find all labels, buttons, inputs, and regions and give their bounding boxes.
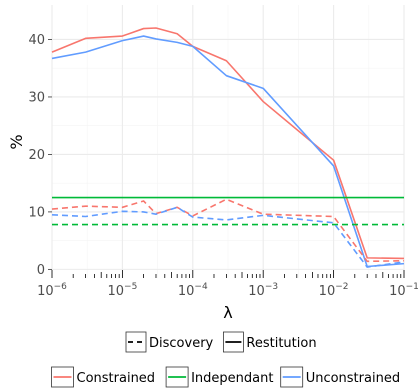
legend-item-constrained: Constrained [51,366,156,388]
legend-label: Unconstrained [306,371,400,386]
y-tick-label: 10 [28,205,45,220]
x-axis-title: λ [223,303,232,322]
grid-minor [52,5,404,278]
grid-major [51,5,405,278]
series-group [51,27,405,268]
x-tick-label: 10−4 [178,282,208,299]
x-tick-label: 10−6 [37,282,67,299]
y-tick-label: 0 [37,263,45,278]
series-line-unconstrained-restitution [51,35,405,268]
y-axis-title: % [7,134,26,149]
legend-linetype: Discovery Restitution [125,331,317,353]
legend-item-unconstrained: Unconstrained [280,366,400,388]
legend-label: Constrained [77,371,156,386]
legend-item-restitution: Restitution [222,331,317,353]
x-tick-label: 10−2 [319,282,349,299]
x-minor-ticks [51,270,405,278]
x-tick-label: 10−3 [248,282,278,299]
y-tick-label: 30 [28,90,45,105]
legend-key [125,331,147,353]
series-line-constrained-restitution [51,27,405,260]
y-tick-label: 40 [28,33,45,48]
x-tick-label: 10−5 [107,282,137,299]
legend-item-independant: Independant [165,366,273,388]
legend-method: Constrained Independant Unconstrained [51,366,400,388]
y-axis-ticks: 0 10 20 30 40 [28,33,52,278]
series-line-unconstrained-discovery [51,206,405,268]
y-tick-label: 20 [28,148,45,163]
x-tick-label: 10−1 [389,282,418,299]
legend-item-discovery: Discovery [125,331,214,353]
legend-label: Restitution [246,336,316,351]
legend-label: Independant [191,371,273,386]
x-axis-ticks: 10−6 10−5 10−4 10−3 10−2 10−1 [37,282,418,299]
legend-label: Discovery [149,336,214,351]
